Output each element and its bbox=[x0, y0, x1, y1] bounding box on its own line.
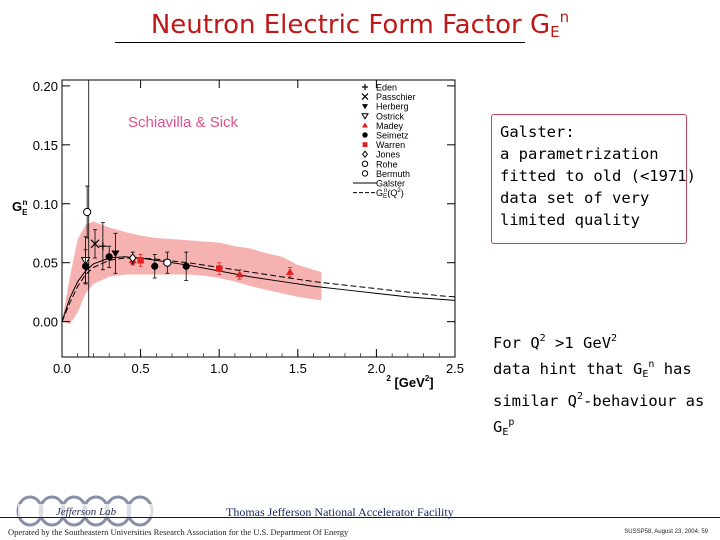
data-point bbox=[361, 160, 369, 168]
x-axis-label: Q2 [GeV2] bbox=[386, 374, 433, 390]
high-q2-note: For Q2 >1 GeV2 data hint that GEn has si… bbox=[493, 328, 708, 444]
data-point bbox=[137, 257, 144, 264]
subscript: E bbox=[502, 427, 509, 438]
legend-entry: Ostrick bbox=[376, 111, 404, 121]
slide-id: SUSSP58, August 23, 2004, 59 bbox=[624, 529, 708, 535]
note2-line-4: GEp bbox=[493, 412, 708, 444]
x-tick-label: 0.0 bbox=[53, 361, 71, 376]
text-run: -behaviour as bbox=[583, 392, 705, 410]
note-box-line: fitted to old (<1971) bbox=[500, 167, 696, 185]
legend-entry: Passchier bbox=[376, 92, 416, 102]
title-main: Neutron Electric Form Factor G bbox=[150, 10, 551, 40]
slide-title: Neutron Electric Form Factor GEn bbox=[0, 8, 720, 41]
data-point bbox=[235, 270, 244, 278]
data-point bbox=[105, 253, 113, 261]
title-superscript: n bbox=[559, 8, 570, 26]
legend-entry: Galster bbox=[376, 179, 405, 189]
superscript: 2 bbox=[539, 333, 546, 344]
chart-annotation: Schiavilla & Sick bbox=[128, 114, 239, 131]
note-box-line: limited quality bbox=[500, 211, 640, 229]
legend: EdenPasschierHerbergOstrickMadeySeimetzW… bbox=[353, 83, 416, 200]
data-point bbox=[90, 239, 100, 249]
galster-note-box: Galster: a parametrization fitted to old… bbox=[491, 114, 696, 244]
title-underline bbox=[115, 42, 525, 43]
data-point bbox=[361, 170, 369, 177]
data-point bbox=[362, 104, 368, 110]
legend-entry: Jones bbox=[376, 150, 401, 160]
logo-text: Jefferson Lab bbox=[56, 506, 117, 518]
operated-by: Operated by the Southeastern Universitie… bbox=[8, 527, 349, 537]
note2-line-2: data hint that GEn has bbox=[493, 354, 708, 386]
x-tick-label: 2.5 bbox=[446, 361, 464, 376]
legend-entry: Rohe bbox=[376, 159, 398, 169]
data-point bbox=[151, 262, 159, 270]
data-point bbox=[98, 242, 107, 251]
note2-line-3: similar Q2-behaviour as bbox=[493, 386, 708, 412]
form-factor-chart: 0.0 0.5 1.0 1.5 2.0 2.5 0.00 0.05 0.10 0.15 0.20 GE… bbox=[12, 79, 464, 390]
legend-entry: Eden bbox=[376, 83, 397, 93]
error-band bbox=[62, 221, 322, 324]
title-subscript: E bbox=[550, 23, 560, 41]
data-point bbox=[216, 265, 223, 272]
data-point bbox=[128, 253, 137, 263]
note-box-line: a parametrization bbox=[500, 145, 659, 163]
note-box-line: data set of very bbox=[500, 189, 650, 207]
jefferson-lab-logo: Jefferson Lab bbox=[16, 495, 158, 527]
legend-entry: GEn(Q2) bbox=[376, 188, 404, 200]
data-point bbox=[361, 150, 369, 159]
text-run: similar Q bbox=[493, 392, 577, 410]
legend-entry: Bermuth bbox=[376, 169, 410, 179]
superscript: p bbox=[508, 417, 515, 428]
note-box-line: Galster: bbox=[500, 123, 575, 141]
superscript: 2 bbox=[577, 391, 584, 402]
y-tick-label: 0.00 bbox=[33, 315, 58, 330]
x-tick-label: 1.0 bbox=[210, 361, 228, 376]
subscript: E bbox=[642, 369, 649, 380]
data-point bbox=[362, 84, 368, 90]
footer-rule bbox=[0, 517, 720, 518]
legend-entry: Madey bbox=[376, 121, 404, 131]
data-point bbox=[361, 113, 369, 120]
y-tick-label: 0.20 bbox=[33, 79, 58, 94]
text-run: For Q bbox=[493, 334, 540, 352]
y-tick-label: 0.05 bbox=[33, 256, 58, 271]
plot-frame bbox=[61, 79, 456, 358]
lab-name: Thomas Jefferson National Accelerator Fa… bbox=[226, 505, 454, 519]
y-tick-label: 0.10 bbox=[33, 197, 58, 212]
text-run: has bbox=[654, 360, 692, 378]
data-point bbox=[182, 262, 190, 270]
superscript: 2 bbox=[611, 333, 618, 344]
data-point bbox=[362, 142, 368, 147]
data-point bbox=[285, 268, 294, 275]
data-point bbox=[361, 93, 369, 101]
y-tick-label: 0.15 bbox=[33, 138, 58, 153]
data-point bbox=[81, 262, 90, 270]
x-tick-label: 1.5 bbox=[289, 361, 307, 376]
y-axis-label: GEn bbox=[12, 198, 28, 217]
text-run: >1 GeV bbox=[545, 334, 612, 352]
data-point bbox=[83, 207, 92, 217]
legend-entry: Seimetz bbox=[376, 131, 409, 141]
legend-entry: Herberg bbox=[376, 102, 409, 112]
x-tick-label: 2.0 bbox=[367, 361, 385, 376]
data-point bbox=[362, 122, 368, 128]
superscript: n bbox=[648, 359, 655, 370]
data-point bbox=[163, 258, 172, 267]
note2-line-1: For Q2 >1 GeV2 bbox=[493, 328, 708, 354]
legend-entry: Warren bbox=[376, 140, 405, 150]
text-run: G bbox=[493, 418, 503, 436]
x-tick-label: 0.5 bbox=[132, 361, 150, 376]
data-point bbox=[111, 250, 120, 258]
data-point bbox=[362, 132, 368, 138]
text-run: data hint that G bbox=[493, 360, 643, 378]
